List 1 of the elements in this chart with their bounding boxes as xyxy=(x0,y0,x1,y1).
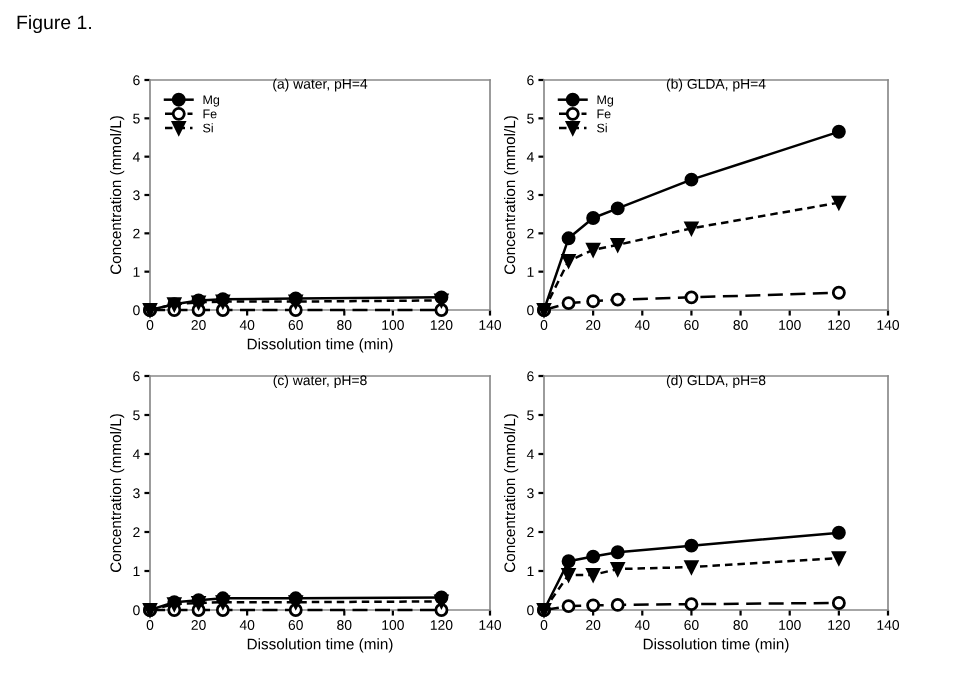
caption: Figure 1. xyxy=(17,14,91,34)
